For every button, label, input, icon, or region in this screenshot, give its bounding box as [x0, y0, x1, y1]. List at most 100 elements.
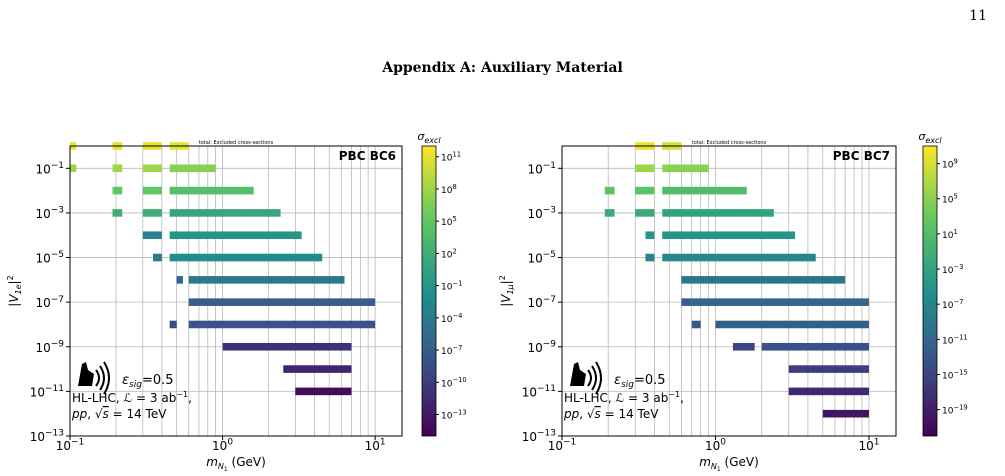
- heatmap-cell: [715, 320, 869, 329]
- colorbar-tick-label: 108: [441, 183, 457, 196]
- x-tick-label: 100: [212, 438, 233, 453]
- logo-wave: [591, 365, 597, 391]
- annotation-line-2: pp, √s = 14 TeV: [71, 407, 167, 421]
- y-tick-label: 10−9: [35, 339, 64, 354]
- heatmap-cell: [662, 209, 774, 217]
- heatmap-cell: [112, 164, 123, 173]
- colorbar-gradient: [421, 145, 437, 437]
- heatmap-cell: [70, 164, 77, 173]
- heatmap-cell: [112, 186, 123, 195]
- heatmap-cell: [681, 276, 846, 284]
- heatmap-cell: [681, 298, 692, 306]
- y-tick-label: 10−1: [527, 161, 556, 176]
- heatmap-panel-bc6: 10−1 100 101 10−13 10−11 10−9 10−7 10−5 10−3 10−1…: [6, 130, 467, 473]
- heatmap-cell: [662, 186, 747, 195]
- colorbar-tick-label: 10−10: [441, 376, 467, 389]
- colorbar-label: σexcl: [417, 130, 441, 145]
- colorbar-tick-label: 1011: [441, 151, 461, 164]
- heatmap-cell: [732, 342, 755, 351]
- heatmap-cells: [70, 142, 376, 396]
- page-number: 11: [969, 8, 987, 24]
- y-axis-label: |V1e|2: [6, 275, 23, 306]
- y-tick-label: 10−11: [30, 384, 64, 399]
- colorbar-tick-label: 102: [441, 247, 457, 260]
- x-axis-label: mN1 (GeV): [699, 455, 759, 473]
- heatmap-cell: [142, 209, 162, 217]
- chart-title: total: Excluded cross-sections: [199, 140, 274, 146]
- heatmap-cell: [662, 253, 816, 262]
- y-tick-label: 10−9: [527, 339, 556, 354]
- x-tick-label: 10−1: [56, 438, 85, 453]
- colorbar-tick-label: 10−4: [441, 312, 462, 325]
- heatmap-cell: [169, 253, 323, 262]
- heatmap-cell: [169, 164, 216, 173]
- annotation-line-1: HL-LHC, ℒ = 3 ab−1,: [564, 390, 684, 405]
- heatmap-cell: [662, 231, 796, 240]
- logo-wave: [587, 369, 592, 387]
- colorbar-tick-label: 10−15: [942, 368, 968, 381]
- heatmap-cell: [169, 209, 281, 217]
- y-tick-label: 10−7: [527, 295, 556, 310]
- heatmap-cell: [788, 365, 869, 373]
- colorbar-tick-label: 10−11: [942, 333, 968, 346]
- colorbar-tick-label: 105: [441, 215, 457, 228]
- heatmap-cell: [112, 209, 123, 217]
- heatmap-cell: [283, 365, 352, 373]
- logo-head: [78, 362, 94, 386]
- heatmap-cell: [176, 276, 183, 284]
- logo-wave: [99, 365, 105, 391]
- heatmap-cell: [142, 231, 162, 240]
- detector-logo: [570, 361, 602, 395]
- heatmap-cell: [222, 342, 352, 351]
- x-tick-label: 101: [365, 438, 386, 453]
- heatmap-cell: [142, 164, 162, 173]
- colorbar-tick-label: 10−19: [942, 404, 968, 417]
- heatmap-cell: [691, 320, 701, 329]
- y-tick-label: 10−11: [522, 384, 556, 399]
- annotation-eps: εsig=0.5: [614, 373, 666, 390]
- heatmap-cell: [635, 186, 655, 195]
- y-tick-label: 10−13: [522, 429, 556, 444]
- y-tick-label: 10−3: [35, 206, 64, 221]
- colorbar-tick-label: 10−7: [441, 344, 462, 357]
- y-tick-label: 10−3: [527, 206, 556, 221]
- logo-wave: [103, 361, 110, 395]
- colorbar-gradient: [922, 145, 938, 437]
- heatmap-cell: [662, 164, 709, 173]
- annotation-line-2: pp, √s = 14 TeV: [563, 407, 659, 421]
- x-tick-label: 10−1: [548, 438, 577, 453]
- chart-title: total: Excluded cross-sections: [692, 140, 767, 146]
- colorbar-tick-label: 10−1: [441, 280, 462, 293]
- x-tick-label: 101: [858, 438, 879, 453]
- heatmap-cell: [635, 164, 655, 173]
- annotation-line-1: HL-LHC, ℒ = 3 ab−1,: [72, 390, 192, 405]
- logo-head: [570, 362, 586, 386]
- heatmap-cell: [153, 253, 162, 262]
- heatmap-cell: [188, 320, 376, 329]
- detector-logo: [78, 361, 110, 395]
- plot-frame: [69, 145, 403, 437]
- logo-wave: [95, 369, 100, 387]
- y-tick-label: 10−5: [35, 250, 64, 265]
- colorbar-tick-label: 10−7: [942, 298, 963, 311]
- heatmap-cell: [142, 186, 162, 195]
- heatmap-cell: [822, 409, 869, 418]
- heatmap-cell: [645, 231, 655, 240]
- y-tick-label: 10−13: [30, 429, 64, 444]
- heatmap-cell: [604, 209, 615, 217]
- y-tick-label: 10−5: [527, 250, 556, 265]
- heatmap-cell: [788, 387, 869, 396]
- heatmap-cell: [169, 186, 254, 195]
- colorbar-tick-label: 10−3: [942, 263, 963, 276]
- colorbar-tick-label: 105: [942, 193, 958, 206]
- heatmap-cell: [761, 342, 869, 351]
- plot-frame: [561, 145, 897, 437]
- heatmap-cell: [188, 276, 345, 284]
- x-axis-label: mN1 (GeV): [206, 455, 266, 473]
- experiment-tag: PBC BC6: [339, 149, 396, 163]
- heatmap-cell: [604, 186, 615, 195]
- heatmap-cell: [645, 253, 655, 262]
- colorbar-tick-label: 101: [942, 228, 958, 241]
- x-tick-label: 100: [705, 438, 726, 453]
